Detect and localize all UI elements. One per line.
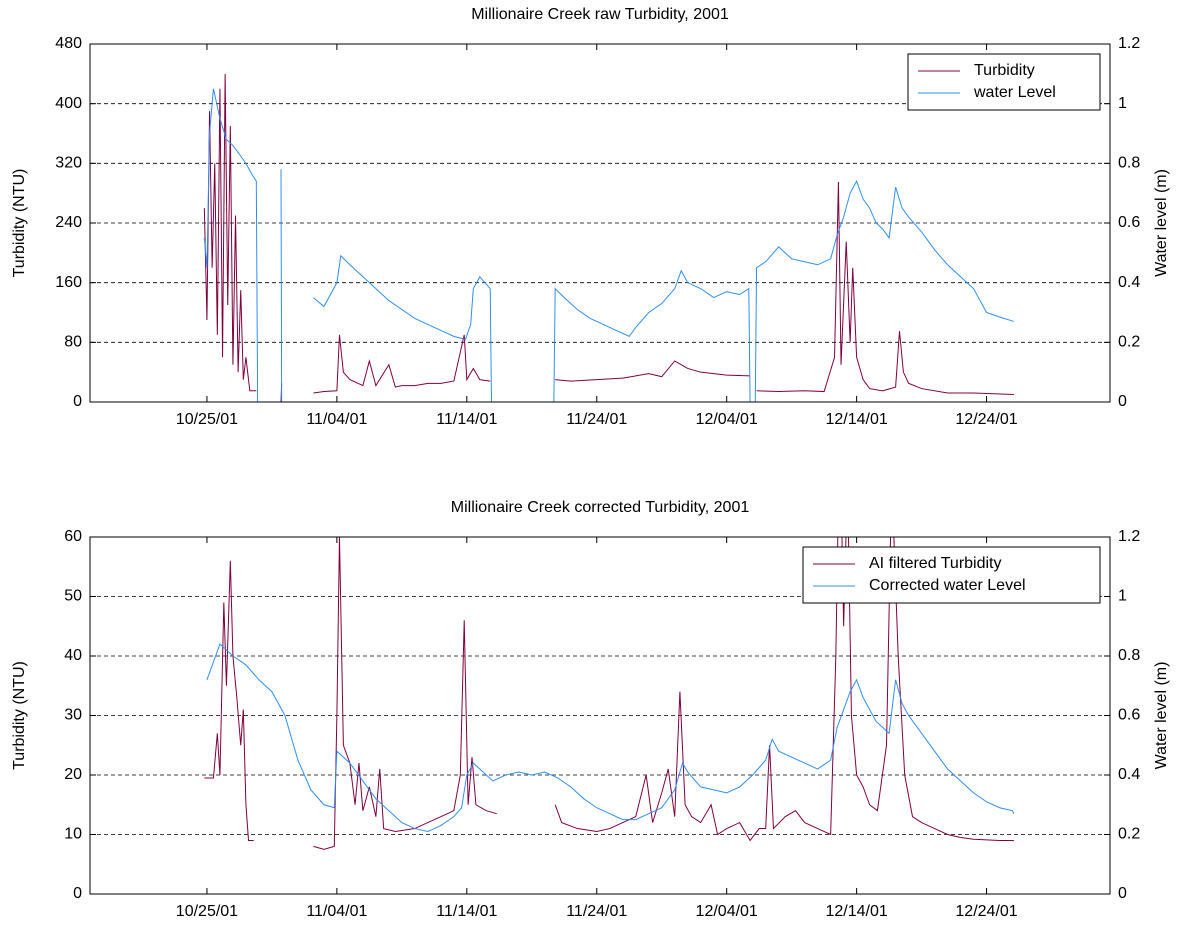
y2-tick-label: 0.4 [1118,274,1140,291]
x-tick-label: 12/24/01 [955,411,1017,428]
y-tick-label: 60 [64,528,82,545]
y2-axis-label: Water level (m) [1153,169,1170,277]
x-tick-label: 12/04/01 [696,903,758,920]
data-layer [203,73,1014,402]
y-tick-label: 50 [64,588,82,605]
legend: Turbidity water Level [907,53,1101,111]
chart-title: Millionaire Creek corrected Turbidity, 2… [451,499,750,516]
y-tick-label: 0 [73,885,82,902]
y-tick-label: 320 [55,155,82,172]
y2-tick-label: 0.8 [1118,155,1140,172]
y2-tick-label: 1.2 [1118,35,1140,52]
y2-tick-label: 0 [1118,393,1127,410]
y2-tick-label: 0.6 [1118,214,1140,231]
data-line [206,643,1015,833]
x-tick-label: 12/24/01 [955,903,1017,920]
x-tick-label: 11/24/01 [566,903,627,920]
x-tick-label: 11/14/01 [436,411,497,428]
y2-axis-label: Water level (m) [1153,662,1170,770]
legend-label: AI filtered Turbidity [869,555,1002,572]
legend: AI filtered Turbidity Corrected water Lev… [802,546,1101,604]
y2-tick-label: 0.2 [1118,334,1140,351]
y-tick-label: 40 [64,647,82,664]
subplot: Millionaire Creek raw Turbidity, 2001 0 80… [11,6,1170,428]
axes-frame [89,536,1111,895]
y2-tick-label: 0.2 [1118,826,1140,843]
x-tick-label: 10/25/01 [176,903,238,920]
y2-tick-label: 1 [1118,588,1127,605]
x-tick-label: 11/24/01 [566,411,627,428]
y2-tick-label: 1 [1118,95,1127,112]
x-tick-label: 12/14/01 [825,411,887,428]
y-tick-label: 20 [64,766,82,783]
legend-box [907,53,1101,111]
y-axis-label: Turbidity (NTU) [11,169,28,278]
legend-label: Turbidity [974,62,1035,79]
y-tick-label: 160 [55,274,82,291]
y-tick-label: 480 [55,35,82,52]
x-tick-label: 10/25/01 [176,411,238,428]
subplot: Millionaire Creek corrected Turbidity, 2… [11,499,1170,920]
axes-frame [89,43,1111,403]
data-layer [204,537,1015,850]
y2-tick-label: 1.2 [1118,528,1140,545]
legend-label: Corrected water Level [869,577,1026,594]
x-tick-label: 11/04/01 [306,411,367,428]
y2-tick-label: 0.8 [1118,647,1140,664]
y-tick-label: 400 [55,95,82,112]
chart-title: Millionaire Creek raw Turbidity, 2001 [471,6,729,23]
data-line [203,88,1014,402]
x-tick-label: 12/04/01 [696,411,758,428]
x-tick-label: 11/04/01 [306,903,367,920]
legend-box [802,546,1101,604]
y-axis-label: Turbidity (NTU) [11,661,28,770]
y-tick-label: 240 [55,214,82,231]
legend-label: water Level [973,84,1056,101]
y-tick-label: 80 [64,334,82,351]
x-tick-label: 12/14/01 [825,903,887,920]
y2-tick-label: 0 [1118,885,1127,902]
y-tick-label: 30 [64,707,82,724]
y-tick-label: 0 [73,393,82,410]
y2-tick-label: 0.4 [1118,766,1140,783]
y-tick-label: 10 [64,826,82,843]
x-tick-label: 11/14/01 [436,903,497,920]
y2-tick-label: 0.6 [1118,707,1140,724]
